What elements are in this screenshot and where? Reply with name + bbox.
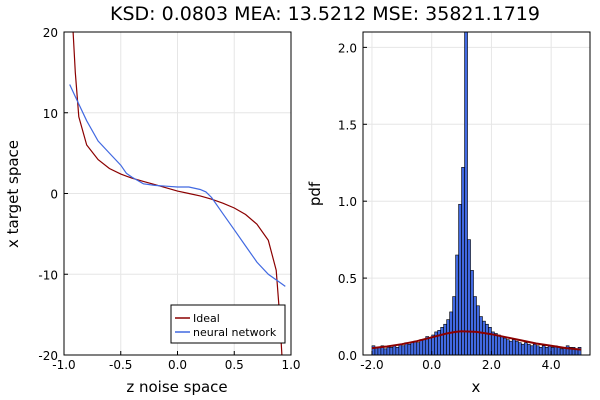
histogram-bar [497, 334, 501, 356]
histogram-bar [506, 339, 510, 356]
left-xtick-label: 1.0 [281, 358, 300, 372]
histogram-bar [467, 239, 471, 356]
histogram-bar [538, 347, 543, 356]
left-ylabel: x target space [4, 140, 22, 248]
histogram-bar [529, 345, 534, 356]
histogram-bar [532, 343, 537, 356]
histogram-bar [488, 327, 492, 356]
histogram-bar [416, 342, 421, 356]
histogram-bar [377, 347, 382, 356]
density-curve-line [371, 330, 582, 351]
histogram-bar [535, 345, 540, 356]
left-ytick-label: -20 [38, 349, 58, 363]
histogram-bar [556, 347, 561, 356]
right-ticks: -2.0 0.0 2.0 4.00.00.51.01.52.0 [338, 41, 561, 372]
legend-label-network: neural network [193, 326, 277, 339]
right-xtick-label: -2.0 [360, 358, 383, 372]
left-ytick-label: -10 [38, 268, 58, 282]
series-line-ideal [72, 31, 283, 356]
histogram-bar [443, 323, 447, 356]
histogram-bar [422, 339, 427, 356]
legend-label-ideal: Ideal [193, 312, 220, 325]
right-ytick-label: 1.0 [338, 195, 357, 209]
left-ticks: -1.0 -0.5 0.0 0.5 1.0 -20 -10 0 10 20 [38, 26, 300, 372]
histogram-bar [476, 305, 480, 356]
right-xlabel: x [472, 378, 481, 396]
histogram-bar [452, 296, 456, 356]
right-axes-frame [362, 31, 591, 356]
histogram-bar [386, 347, 391, 356]
right-xtick-label: 4.0 [542, 358, 561, 372]
histogram-bar [544, 347, 549, 356]
right-ytick-label: 2.0 [338, 41, 357, 55]
histogram-bar [464, 31, 468, 356]
histogram-bar [461, 167, 465, 356]
histogram-bar [473, 296, 477, 356]
histogram-bar [485, 323, 489, 356]
histogram-bar [410, 342, 415, 356]
histogram-bar [470, 270, 474, 356]
histogram-bar [392, 345, 397, 356]
histogram-bar [440, 327, 444, 356]
legend: Ideal neural network [170, 304, 286, 344]
legend-box [170, 304, 286, 344]
left-ytick-label: 10 [43, 107, 58, 121]
right-ytick-label: 1.5 [338, 118, 357, 132]
histogram-bar [407, 343, 412, 356]
right-ylabel: pdf [306, 181, 324, 206]
histogram-bar [559, 348, 564, 356]
right-ytick-label: 0.5 [338, 272, 357, 286]
histogram-bar [437, 330, 441, 356]
left-xtick-label: 0.5 [225, 358, 244, 372]
histogram-bar [494, 333, 498, 356]
histogram-bar [500, 336, 504, 356]
left-xtick-label: -1.0 [52, 358, 75, 372]
histogram-bar [395, 347, 400, 356]
right-panel: -2.0 0.0 2.0 4.00.00.51.01.52.0 x pdf [306, 31, 591, 396]
histogram-bar [509, 340, 513, 356]
right-xtick-label: 2.0 [482, 358, 501, 372]
histogram-bar [541, 345, 546, 356]
histogram-bar [512, 339, 516, 356]
histogram-bar [479, 316, 483, 356]
left-xtick-label: 0.0 [168, 358, 187, 372]
histogram-bar [455, 254, 459, 356]
left-ytick-label: 20 [43, 26, 58, 40]
right-xtick-label: 0.0 [422, 358, 441, 372]
left-ytick-label: 0 [50, 188, 58, 202]
left-xlabel: z noise space [126, 378, 227, 396]
histogram-bar [482, 320, 486, 356]
series-line-neural-network [69, 84, 286, 287]
histogram-bar [419, 339, 424, 356]
histogram-bar [446, 319, 450, 356]
histogram-bar [413, 340, 418, 356]
histogram-bar [383, 348, 388, 356]
histogram-bar [518, 342, 522, 356]
histogram-bar [398, 343, 403, 356]
figure-title: KSD: 0.0803 MEA: 13.5212 MSE: 35821.1719 [110, 3, 540, 25]
histogram-bar [515, 340, 519, 356]
density-curve [371, 330, 582, 351]
left-panel: -1.0 -0.5 0.0 0.5 1.0 -20 -10 0 10 20 z noise spa… [4, 26, 301, 396]
left-series [69, 31, 286, 356]
histogram-bar [389, 347, 394, 356]
histogram-bar [523, 342, 528, 356]
histogram-bar [526, 343, 531, 356]
histogram-bar [404, 342, 409, 356]
histogram-bar [503, 337, 507, 356]
histogram-bars [371, 31, 582, 356]
histogram-bar [401, 345, 406, 356]
right-ytick-label: 0.0 [338, 349, 357, 363]
histogram-bar [520, 343, 525, 356]
left-xtick-label: -0.5 [109, 358, 132, 372]
